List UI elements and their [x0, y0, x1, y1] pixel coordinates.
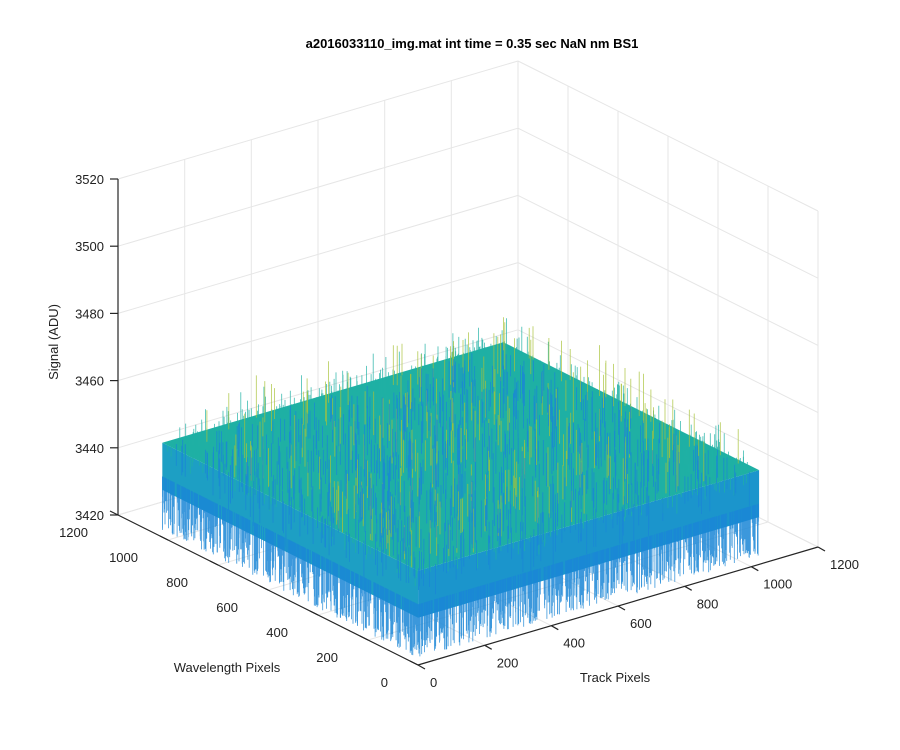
z-tick-label: 3500 — [75, 239, 104, 254]
surface-mesh — [162, 317, 760, 657]
y-tick-mark — [209, 560, 219, 566]
x-tick-mark — [684, 585, 692, 591]
x-axis-label: Track Pixels — [580, 670, 651, 685]
axes — [109, 178, 826, 670]
x-tick-mark — [417, 664, 426, 670]
x-tick-label: 800 — [697, 596, 719, 611]
z-tick-label: 3440 — [75, 441, 104, 456]
x-tick-label: 1200 — [830, 557, 859, 572]
side-wall-grid-line-z — [517, 329, 819, 481]
z-axis-label: Signal (ADU) — [46, 304, 61, 380]
side-wall-grid-line-z — [517, 127, 819, 279]
x-tick-label: 400 — [563, 636, 585, 651]
x-tick-mark — [617, 605, 626, 611]
x-tick-mark — [484, 644, 492, 650]
z-tick-label: 3480 — [75, 306, 104, 321]
z-tick-label: 3520 — [75, 172, 104, 187]
x-tick-mark — [551, 625, 559, 631]
x-tick-mark — [817, 546, 826, 552]
x-tick-label: 600 — [630, 616, 652, 631]
back-wall-grid-line-z — [117, 127, 519, 247]
x-tick-label: 0 — [430, 675, 437, 690]
y-tick-mark — [409, 660, 419, 666]
side-wall-grid-line-z — [517, 60, 819, 212]
side-wall-grid-line-z — [517, 262, 819, 414]
y-tick-mark — [259, 585, 269, 591]
back-wall-grid-line-z — [117, 329, 519, 449]
x-tick-mark — [751, 566, 759, 572]
y-tick-mark — [359, 635, 369, 641]
y-tick-mark — [159, 535, 169, 541]
y-tick-label: 400 — [266, 625, 288, 640]
y-axis-label: Wavelength Pixels — [174, 660, 281, 675]
surface-noise-low — [162, 343, 759, 657]
y-tick-label: 200 — [316, 650, 338, 665]
tick-labels: 0 200 400 600 800 1000 1200 0 200 400 600 800 1000 12… — [59, 172, 859, 690]
x-tick-label: 1000 — [763, 577, 792, 592]
y-tick-label: 1000 — [109, 550, 138, 565]
back-wall-grid-line-z — [117, 60, 519, 180]
y-tick-label: 0 — [381, 675, 388, 690]
y-tick-label: 600 — [216, 600, 238, 615]
back-wall-grid-line-z — [117, 194, 519, 314]
z-tick-label: 3460 — [75, 374, 104, 389]
z-tick-label: 3420 — [75, 508, 104, 523]
chart-title: a2016033110_img.mat int time = 0.35 sec … — [306, 36, 639, 51]
y-tick-label: 1200 — [59, 525, 88, 540]
back-wall-grid-line-z — [117, 262, 519, 382]
side-wall-grid-line-z — [517, 194, 819, 346]
x-tick-label: 200 — [497, 655, 519, 670]
y-tick-mark — [109, 510, 119, 516]
y-tick-mark — [309, 610, 319, 616]
y-tick-label: 800 — [166, 575, 188, 590]
